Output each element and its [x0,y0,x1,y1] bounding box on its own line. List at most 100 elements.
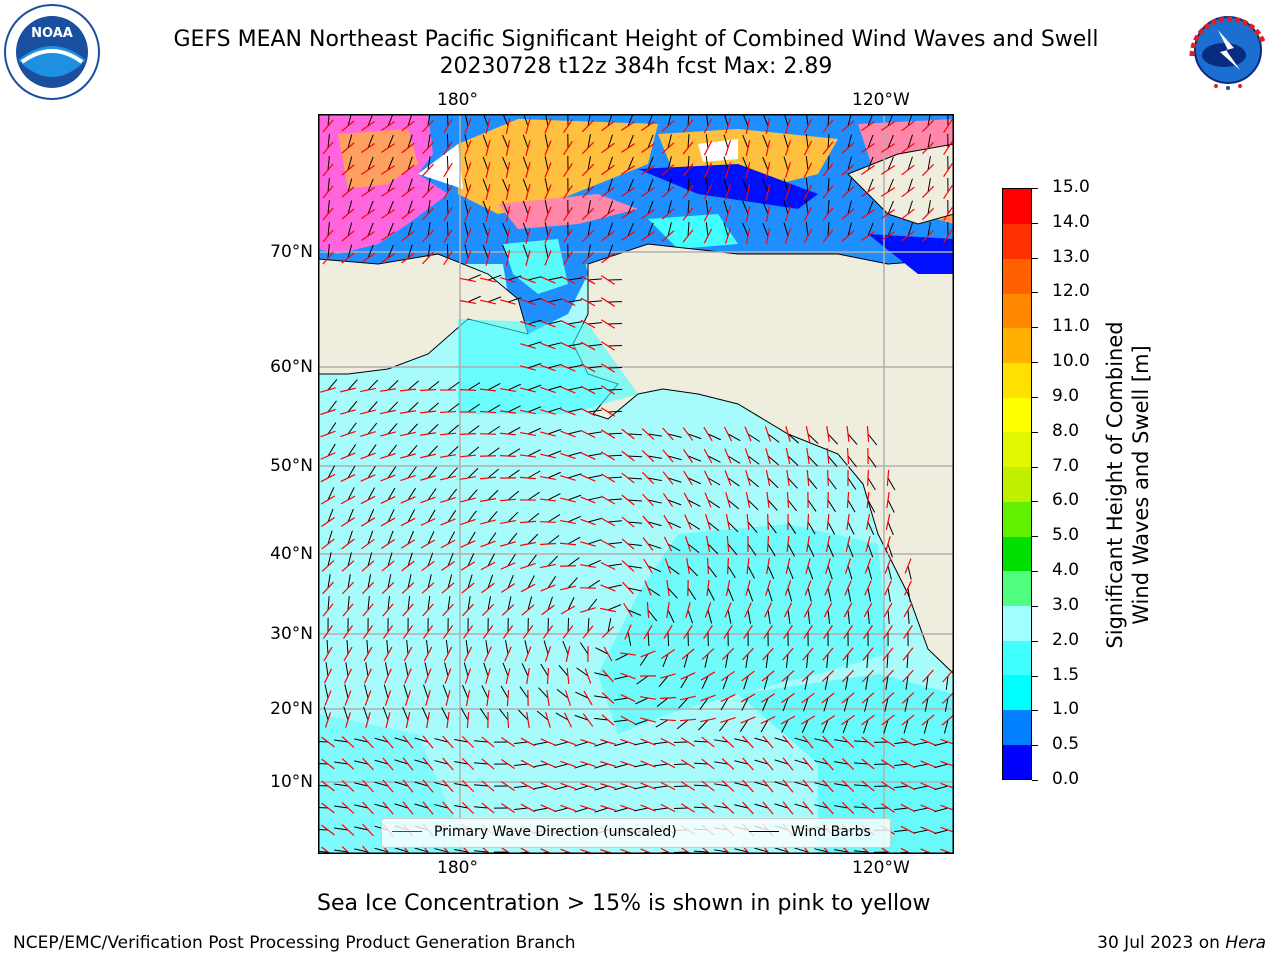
wave-direction-arrow [679,718,697,722]
wave-direction-arrow [744,448,752,464]
wave-direction-arrow [600,275,616,285]
wind-barb [463,662,469,677]
wave-direction-arrow [485,140,491,156]
wave-direction-arrow [485,668,491,684]
wave-direction-arrow [342,581,354,595]
wave-direction-arrow [641,142,655,154]
wind-barb [327,200,330,215]
wave-direction-arrow [600,761,616,767]
wave-direction-arrow [481,846,492,854]
wind-barb [514,741,529,744]
wave-direction-arrow [464,118,472,134]
wind-barb [527,491,540,501]
wave-direction-arrow [560,386,576,394]
wind-barb [823,697,829,712]
wave-direction-arrow [941,714,954,726]
wave-direction-arrow [901,186,915,198]
wind-barb [407,509,416,523]
wave-direction-arrow [465,690,471,706]
wave-direction-arrow [825,536,831,552]
wind-barb [794,759,809,765]
wind-barb [482,200,489,215]
wind-barb [544,200,549,215]
wave-direction-arrow [404,668,412,684]
wave-direction-arrow [680,847,693,854]
wave-direction-arrow [485,250,491,266]
wind-barb [367,156,374,171]
lon-label-120w-top: 120°W [852,90,910,110]
colorbar-tick-label: 10.0 [1052,351,1090,372]
wind-barb [527,384,542,391]
wind-barb [607,476,623,479]
wave-direction-arrow [520,365,536,371]
sea-ice-area-2 [338,129,418,189]
wave-direction-arrow [443,184,453,200]
wind-barb [447,403,460,413]
wind-barb [754,737,769,743]
wind-barb [514,785,529,788]
wind-barb [805,200,809,215]
wind-barb [547,320,562,325]
wind-barb [647,631,650,647]
wave-direction-arrow [520,759,536,769]
wave-direction-arrow [765,580,771,596]
wave-direction-arrow [362,603,374,617]
wind-barb [847,455,857,468]
wind-barb [627,433,643,436]
wave-direction-arrow [822,141,834,155]
wind-barb [762,178,769,193]
wind-barb [587,344,602,347]
wave-direction-arrow [402,757,414,771]
wave-direction-arrow [522,625,534,639]
wave-direction-arrow [785,558,791,574]
wind-barb [467,510,477,523]
wind-barb [318,763,329,765]
wave-direction-arrow [461,757,475,771]
wave-direction-arrow [881,714,895,726]
wind-barb [454,761,469,765]
wind-barb [687,221,690,237]
wave-direction-arrow [742,757,754,771]
wave-direction-arrow [380,409,396,415]
wave-direction-arrow [459,389,477,391]
wave-direction-arrow [422,207,434,221]
wind-barb [760,719,769,733]
wind-barb [747,521,758,533]
wind-barb [427,156,431,171]
wind-barb [854,740,869,743]
colorbar-tick-mark [1032,292,1038,294]
wave-direction-arrow [382,625,394,639]
wave-direction-arrow [525,250,531,266]
wave-direction-arrow [640,782,656,790]
wave-direction-arrow [446,711,450,729]
wind-barb [383,684,389,699]
wave-direction-arrow [321,824,335,836]
wave-direction-arrow [882,647,894,661]
wave-direction-arrow [920,738,936,746]
wave-direction-arrow [663,536,673,552]
wave-direction-arrow [682,427,694,441]
wind-barb [354,804,369,809]
wave-direction-arrow [821,669,835,683]
wave-direction-arrow [641,120,655,132]
wind-barb [334,849,349,853]
wind-barb [814,804,829,809]
map-title: GEFS MEAN Northeast Pacific Significant … [173,27,1099,52]
wind-barb [867,587,872,602]
wind-barb [387,509,395,523]
colorbar-segment [1003,536,1031,572]
wave-direction-arrow [943,162,953,178]
colorbar-tick-label: 3.0 [1052,594,1080,615]
wave-direction-arrow [821,692,835,704]
wave-direction-arrow [802,757,814,771]
wave-direction-arrow [765,140,771,156]
wind-barb [747,543,757,556]
wind-barb [647,587,660,597]
wind-barb [567,494,582,501]
wind-barb [467,553,475,567]
wave-direction-arrow [539,498,557,502]
wave-direction-arrow [384,690,392,706]
wind-barb [534,807,549,812]
wave-direction-arrow [902,647,914,661]
wave-direction-arrow [500,299,516,305]
